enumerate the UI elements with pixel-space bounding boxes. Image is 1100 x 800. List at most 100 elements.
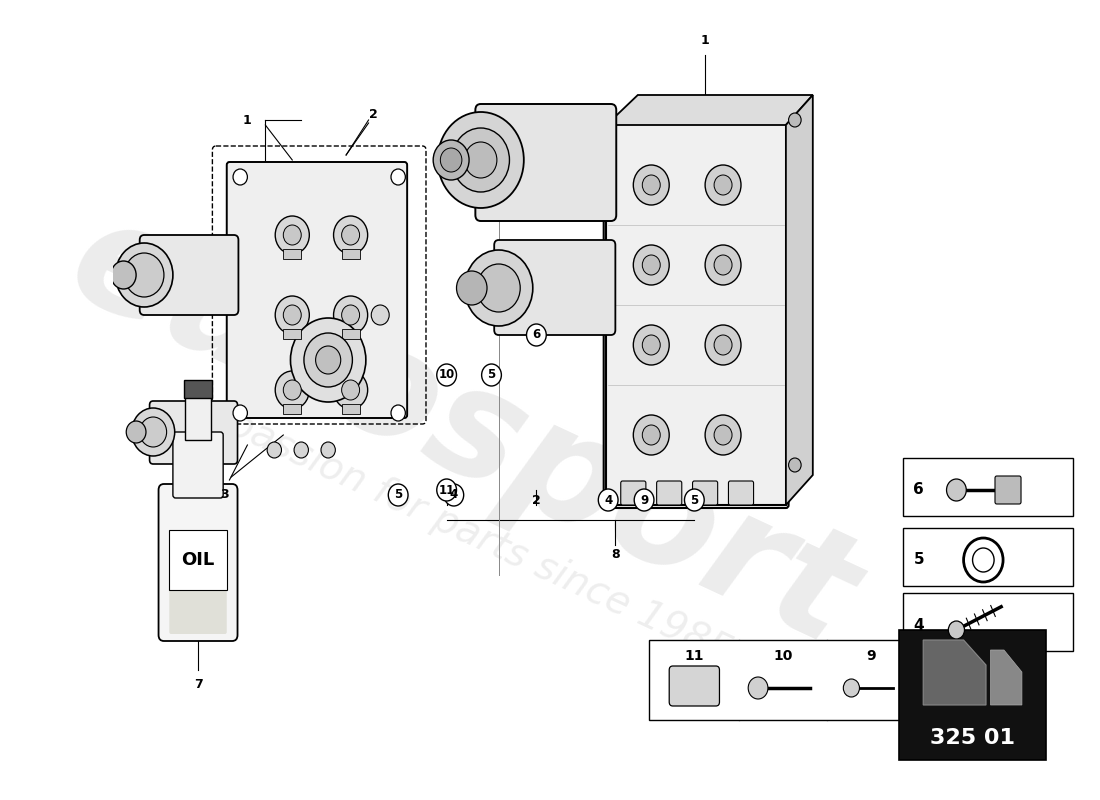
Circle shape xyxy=(456,271,487,305)
Circle shape xyxy=(635,489,654,511)
Text: 8: 8 xyxy=(610,549,619,562)
Circle shape xyxy=(598,489,618,511)
Text: 5: 5 xyxy=(487,369,496,382)
Circle shape xyxy=(275,371,309,409)
Polygon shape xyxy=(785,95,813,505)
FancyBboxPatch shape xyxy=(158,484,238,641)
FancyBboxPatch shape xyxy=(899,630,1046,760)
Text: 10: 10 xyxy=(439,369,454,382)
Circle shape xyxy=(714,255,732,275)
Circle shape xyxy=(388,484,408,506)
FancyBboxPatch shape xyxy=(140,235,239,315)
Text: 4: 4 xyxy=(604,494,613,506)
FancyBboxPatch shape xyxy=(284,404,301,414)
Circle shape xyxy=(442,146,462,168)
Circle shape xyxy=(948,621,965,639)
FancyBboxPatch shape xyxy=(693,481,717,505)
FancyBboxPatch shape xyxy=(284,329,301,339)
Circle shape xyxy=(634,165,669,205)
Circle shape xyxy=(705,165,741,205)
Text: 4: 4 xyxy=(450,489,458,502)
Circle shape xyxy=(275,216,309,254)
Circle shape xyxy=(705,415,741,455)
Circle shape xyxy=(342,225,360,245)
Circle shape xyxy=(390,405,406,421)
FancyBboxPatch shape xyxy=(657,481,682,505)
Text: 11: 11 xyxy=(684,649,704,663)
FancyBboxPatch shape xyxy=(903,528,1074,586)
Circle shape xyxy=(789,113,801,127)
Circle shape xyxy=(333,371,367,409)
FancyBboxPatch shape xyxy=(669,666,719,706)
Circle shape xyxy=(642,255,660,275)
FancyBboxPatch shape xyxy=(184,380,212,398)
Circle shape xyxy=(789,458,801,472)
Text: 5: 5 xyxy=(394,489,403,502)
FancyBboxPatch shape xyxy=(494,240,615,335)
Circle shape xyxy=(284,380,301,400)
Circle shape xyxy=(844,679,859,697)
Circle shape xyxy=(714,175,732,195)
Text: 2: 2 xyxy=(368,109,377,122)
Text: 7: 7 xyxy=(194,678,202,691)
Circle shape xyxy=(233,169,248,185)
FancyBboxPatch shape xyxy=(227,162,407,418)
FancyBboxPatch shape xyxy=(173,432,223,498)
Polygon shape xyxy=(606,95,813,125)
FancyBboxPatch shape xyxy=(649,640,914,720)
Text: 11: 11 xyxy=(439,483,454,497)
Circle shape xyxy=(634,415,669,455)
Circle shape xyxy=(477,264,520,312)
Circle shape xyxy=(342,305,360,325)
Circle shape xyxy=(705,325,741,365)
Circle shape xyxy=(333,216,367,254)
Circle shape xyxy=(333,296,367,334)
Circle shape xyxy=(714,425,732,445)
Text: eurosport: eurosport xyxy=(47,184,878,676)
Circle shape xyxy=(464,250,532,326)
Circle shape xyxy=(342,380,360,400)
FancyBboxPatch shape xyxy=(903,458,1074,516)
Text: 11: 11 xyxy=(444,150,460,163)
Text: 5: 5 xyxy=(913,553,924,567)
Circle shape xyxy=(444,484,464,506)
Circle shape xyxy=(126,421,146,443)
FancyBboxPatch shape xyxy=(342,249,360,259)
Circle shape xyxy=(642,335,660,355)
Circle shape xyxy=(132,408,175,456)
Text: 6: 6 xyxy=(913,482,924,498)
Text: a passion for parts since 1985: a passion for parts since 1985 xyxy=(189,389,737,671)
Circle shape xyxy=(642,425,660,445)
Circle shape xyxy=(440,148,462,172)
Circle shape xyxy=(437,479,456,501)
Circle shape xyxy=(452,128,509,192)
Circle shape xyxy=(642,175,660,195)
Circle shape xyxy=(290,318,366,402)
Circle shape xyxy=(433,140,469,180)
Circle shape xyxy=(634,325,669,365)
Text: 2: 2 xyxy=(532,494,541,506)
Text: OIL: OIL xyxy=(182,551,214,569)
Circle shape xyxy=(284,305,301,325)
Circle shape xyxy=(371,305,389,325)
Circle shape xyxy=(140,417,166,447)
FancyBboxPatch shape xyxy=(475,104,616,221)
Circle shape xyxy=(284,225,301,245)
Circle shape xyxy=(124,253,164,297)
FancyBboxPatch shape xyxy=(604,122,789,508)
Text: 1: 1 xyxy=(243,114,252,126)
Text: 325 01: 325 01 xyxy=(931,728,1015,748)
Circle shape xyxy=(316,346,341,374)
Circle shape xyxy=(705,245,741,285)
Circle shape xyxy=(684,489,704,511)
FancyBboxPatch shape xyxy=(728,481,754,505)
Circle shape xyxy=(111,261,136,289)
Circle shape xyxy=(275,296,309,334)
Text: 4: 4 xyxy=(913,618,924,633)
FancyBboxPatch shape xyxy=(150,401,238,464)
Text: 5: 5 xyxy=(690,494,698,506)
Polygon shape xyxy=(923,640,986,705)
Circle shape xyxy=(527,324,547,346)
Circle shape xyxy=(321,442,336,458)
Circle shape xyxy=(714,335,732,355)
